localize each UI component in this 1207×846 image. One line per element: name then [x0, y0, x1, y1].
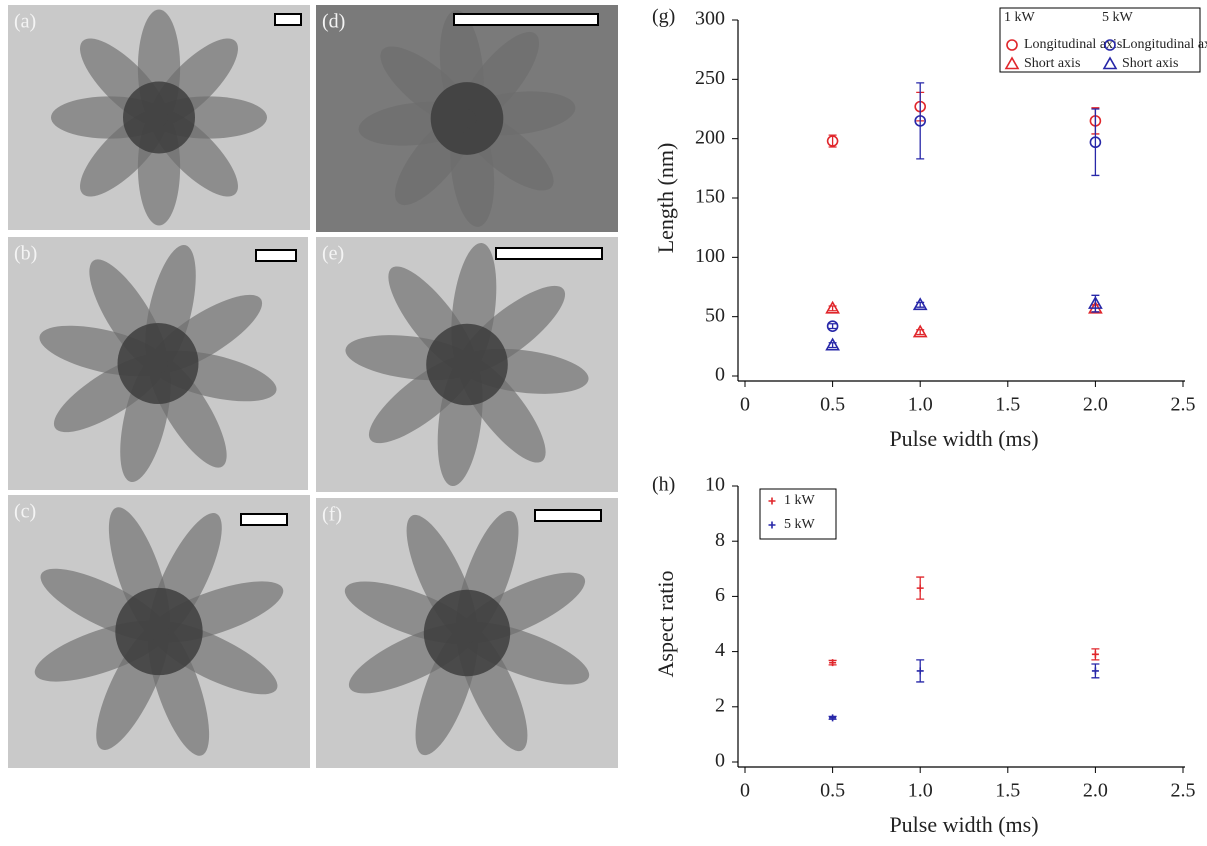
point: [1089, 136, 1102, 149]
x-tick-label: 2.0: [1083, 780, 1108, 802]
x-tick-label: 2.5: [1171, 780, 1196, 802]
y-tick-label: 100: [695, 245, 725, 267]
legend-box: [999, 7, 1201, 73]
point: [916, 584, 924, 592]
x-tick-label: 0.5: [820, 394, 845, 416]
legend-label: Longitudinal axis: [1122, 37, 1207, 52]
x-tick-label: 0.5: [820, 780, 845, 802]
point: [1088, 296, 1103, 309]
legend-box: [759, 488, 837, 540]
point: [829, 659, 837, 667]
error-bar: [916, 82, 925, 160]
panel-label: (d): [322, 11, 345, 33]
y-tick-label: 8: [715, 529, 725, 551]
particle-core: [426, 323, 508, 406]
particle: [39, 244, 277, 483]
particle: [358, 10, 576, 227]
error-bar: [828, 134, 837, 148]
particle-core: [430, 82, 504, 155]
x-tick-label: 2.0: [1083, 394, 1108, 416]
scale-bar: [274, 13, 302, 26]
particle: [344, 510, 590, 756]
legend-marker: [1004, 56, 1020, 70]
y-tick-label: 0: [715, 750, 725, 772]
panel-label: (e): [322, 243, 344, 265]
y-tick-label: 10: [705, 474, 725, 496]
legend-label: Short axis: [1024, 56, 1080, 71]
point: [912, 297, 928, 311]
particle: [345, 242, 589, 487]
point: [914, 115, 927, 127]
particle-core: [423, 589, 511, 677]
particle-core: [115, 587, 203, 676]
legend-marker: [768, 521, 776, 529]
x-axis-title: Pulse width (ms): [889, 426, 1038, 451]
y-tick-label: 6: [715, 584, 725, 606]
particle-core: [123, 81, 195, 154]
panel-label: (c): [14, 501, 36, 523]
legend-label: Longitudinal axis: [1024, 37, 1122, 52]
x-tick-label: 1.5: [995, 780, 1020, 802]
panel-label: (f): [322, 504, 342, 526]
panel-label: (a): [14, 11, 36, 33]
legend-marker: [768, 497, 776, 505]
scale-bar: [453, 13, 599, 26]
panel-label: (g): [652, 6, 675, 28]
point: [829, 714, 837, 722]
legend-marker: [1006, 39, 1018, 51]
error-bar: [828, 323, 837, 330]
panel-label: (b): [14, 243, 37, 265]
legend-label: Short axis: [1122, 56, 1178, 71]
particle-core: [117, 323, 199, 404]
scale-bar: [240, 513, 288, 526]
point: [1091, 667, 1099, 675]
point: [825, 337, 840, 351]
particle: [34, 507, 284, 756]
point: [1091, 650, 1099, 658]
x-tick-label: 0: [740, 780, 750, 802]
x-tick-label: 2.5: [1171, 394, 1196, 416]
error-bar: [1091, 108, 1100, 177]
x-axis-title: Pulse width (ms): [889, 812, 1038, 837]
legend-marker: [1104, 39, 1116, 51]
legend-label: 5 kW: [784, 517, 816, 532]
y-tick-label: 4: [715, 639, 725, 661]
y-tick-label: 2: [715, 694, 725, 716]
point: [916, 667, 924, 675]
y-axis-title: Aspect ratio: [653, 571, 678, 678]
point: [825, 300, 840, 314]
y-tick-label: 200: [695, 126, 725, 148]
y-tick-label: 250: [695, 67, 725, 89]
x-tick-label: 0: [740, 394, 750, 416]
scale-bar: [255, 249, 297, 262]
legend-label: 1 kW: [784, 493, 816, 508]
y-tick-label: 50: [705, 304, 725, 326]
y-tick-label: 150: [695, 186, 725, 208]
y-axis-title: Length (nm): [653, 143, 678, 254]
panel-label: (h): [652, 474, 675, 496]
x-tick-label: 1.0: [908, 780, 933, 802]
point: [826, 135, 839, 147]
point: [826, 320, 839, 332]
legend-group-title: 5 kW: [1102, 10, 1134, 25]
x-tick-label: 1.0: [908, 394, 933, 416]
particle: [51, 9, 267, 226]
y-tick-label: 0: [715, 364, 725, 386]
scale-bar: [495, 247, 603, 260]
legend-marker: [1102, 56, 1118, 70]
scale-bar: [534, 509, 602, 522]
point: [912, 324, 928, 338]
y-tick-label: 300: [695, 8, 725, 30]
legend-group-title: 1 kW: [1004, 10, 1036, 25]
x-tick-label: 1.5: [995, 394, 1020, 416]
